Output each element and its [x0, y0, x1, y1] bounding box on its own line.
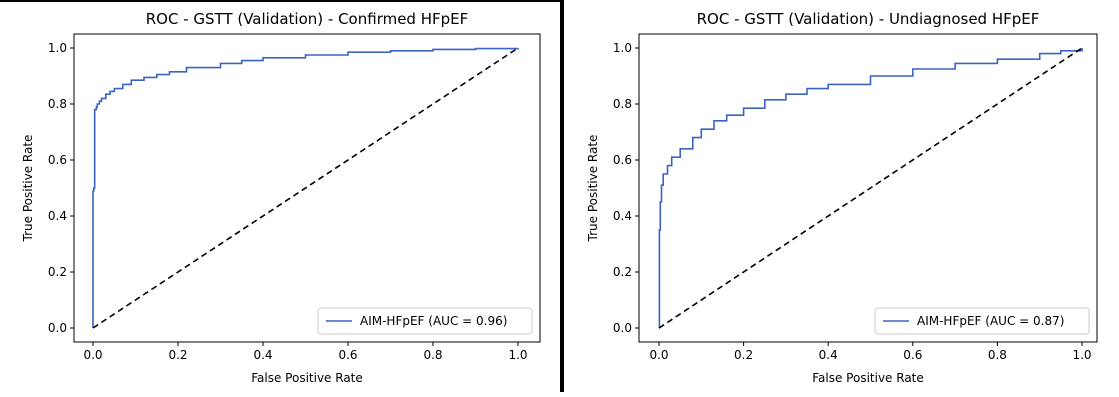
y-tick-label: 0.0: [613, 321, 632, 335]
x-axis-label: False Positive Rate: [251, 371, 363, 385]
chance-diagonal-line: [659, 48, 1082, 328]
y-tick-label: 0.8: [613, 97, 632, 111]
chart-title: ROC - GSTT (Validation) - Undiagnosed HF…: [697, 10, 1040, 28]
legend-label: AIM-HFpEF (AUC = 0.87): [917, 314, 1064, 328]
x-tick-label: 0.8: [423, 348, 442, 362]
x-tick-label: 0.0: [649, 348, 668, 362]
y-tick-label: 0.8: [48, 97, 67, 111]
y-tick-label: 0.2: [48, 265, 67, 279]
chart-panel-confirmed: ROC - GSTT (Validation) - Confirmed HFpE…: [0, 0, 560, 392]
chart-title: ROC - GSTT (Validation) - Confirmed HFpE…: [146, 10, 469, 28]
y-tick-label: 0.4: [613, 209, 632, 223]
y-tick-label: 0.0: [48, 321, 67, 335]
y-axis-label: True Positive Rate: [586, 135, 600, 243]
chart-panel-undiagnosed: ROC - GSTT (Validation) - Undiagnosed HF…: [564, 0, 1119, 392]
y-axis-label: True Positive Rate: [21, 135, 35, 243]
plot-frame: [639, 34, 1097, 342]
x-tick-label: 0.2: [734, 348, 753, 362]
x-tick-label: 0.0: [83, 348, 102, 362]
y-tick-label: 0.6: [48, 153, 67, 167]
roc-chart-confirmed: ROC - GSTT (Validation) - Confirmed HFpE…: [0, 0, 560, 392]
chance-diagonal-line: [93, 48, 518, 328]
x-tick-label: 0.4: [819, 348, 838, 362]
x-tick-label: 0.8: [988, 348, 1007, 362]
x-axis-label: False Positive Rate: [812, 371, 924, 385]
y-tick-label: 0.6: [613, 153, 632, 167]
roc-chart-undiagnosed: ROC - GSTT (Validation) - Undiagnosed HF…: [564, 0, 1119, 392]
x-tick-label: 1.0: [1072, 348, 1091, 362]
y-tick-label: 0.4: [48, 209, 67, 223]
y-tick-label: 0.2: [613, 265, 632, 279]
x-tick-label: 0.6: [903, 348, 922, 362]
x-tick-label: 0.6: [338, 348, 357, 362]
x-tick-label: 1.0: [508, 348, 527, 362]
x-tick-label: 0.4: [253, 348, 272, 362]
legend-label: AIM-HFpEF (AUC = 0.96): [360, 314, 507, 328]
y-tick-label: 1.0: [613, 41, 632, 55]
y-tick-label: 1.0: [48, 41, 67, 55]
x-tick-label: 0.2: [168, 348, 187, 362]
